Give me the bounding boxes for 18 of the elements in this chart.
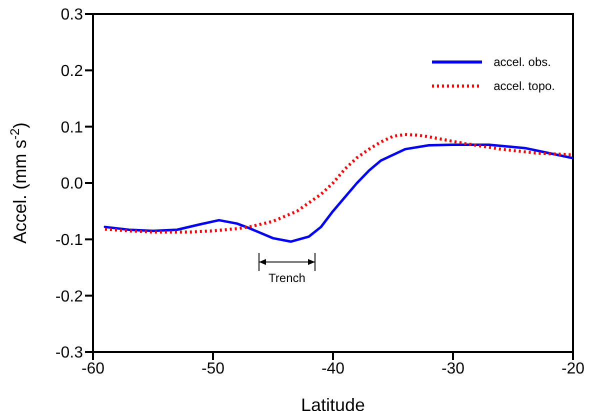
y-tick-label: 0.0 <box>60 176 84 193</box>
x-tick-label: -40 <box>321 360 345 378</box>
y-tick-label: -0.3 <box>55 344 84 362</box>
y-tick-label: 0.2 <box>60 63 84 80</box>
x-tick-label: -20 <box>561 360 585 378</box>
y-tick-label: -0.1 <box>55 232 84 250</box>
legend-label: accel. obs. <box>494 55 551 69</box>
y-tick-label: 0.1 <box>60 119 84 136</box>
y-tick-label: -0.2 <box>55 288 84 306</box>
x-tick-label: -50 <box>201 360 225 378</box>
line-series <box>104 133 573 234</box>
x-tick-label: -30 <box>441 360 465 378</box>
x-tick-label: -60 <box>81 360 105 378</box>
line-series <box>104 143 573 243</box>
legend-label: accel. topo. <box>494 79 555 93</box>
y-tick-label: 0.3 <box>60 6 84 24</box>
annotation: Trench <box>268 271 306 285</box>
x-axis-title: Latitude <box>300 395 366 411</box>
